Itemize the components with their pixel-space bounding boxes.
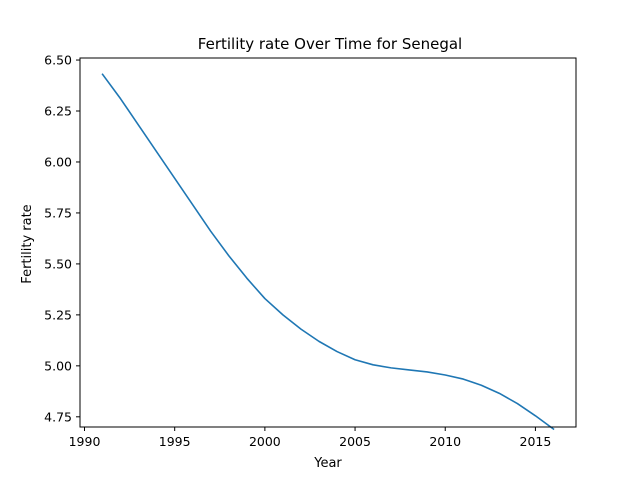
x-tick-label: 2010 [429, 434, 461, 449]
plot-area [79, 57, 577, 431]
x-axis-label: Year [313, 456, 342, 471]
y-tick-label: 5.50 [44, 256, 72, 271]
y-tick-label: 6.50 [44, 53, 72, 68]
x-tick-label: 1990 [69, 434, 101, 449]
y-tick-label: 6.00 [44, 154, 72, 169]
x-tick-label: 2000 [249, 434, 281, 449]
series-line-0 [101, 73, 555, 431]
x-axis: 1990 1995 2000 2005 2010 2015 [69, 427, 552, 449]
chart-title: Fertility rate Over Time for Senegal [198, 35, 462, 53]
x-tick-label: 1995 [159, 434, 191, 449]
x-tick-label: 2005 [339, 434, 371, 449]
y-axis: 4.75 5.00 5.25 5.50 5.75 6.00 6.25 6.50 [44, 53, 80, 424]
plot-frame [79, 57, 577, 428]
y-axis-label: Fertility rate [20, 204, 35, 283]
y-tick-label: 5.00 [44, 358, 72, 373]
y-tick-label: 6.25 [44, 104, 72, 119]
y-tick-label: 5.75 [44, 205, 72, 220]
y-tick-label: 5.25 [44, 307, 72, 322]
x-tick-label: 2015 [520, 434, 552, 449]
y-tick-label: 4.75 [44, 409, 72, 424]
